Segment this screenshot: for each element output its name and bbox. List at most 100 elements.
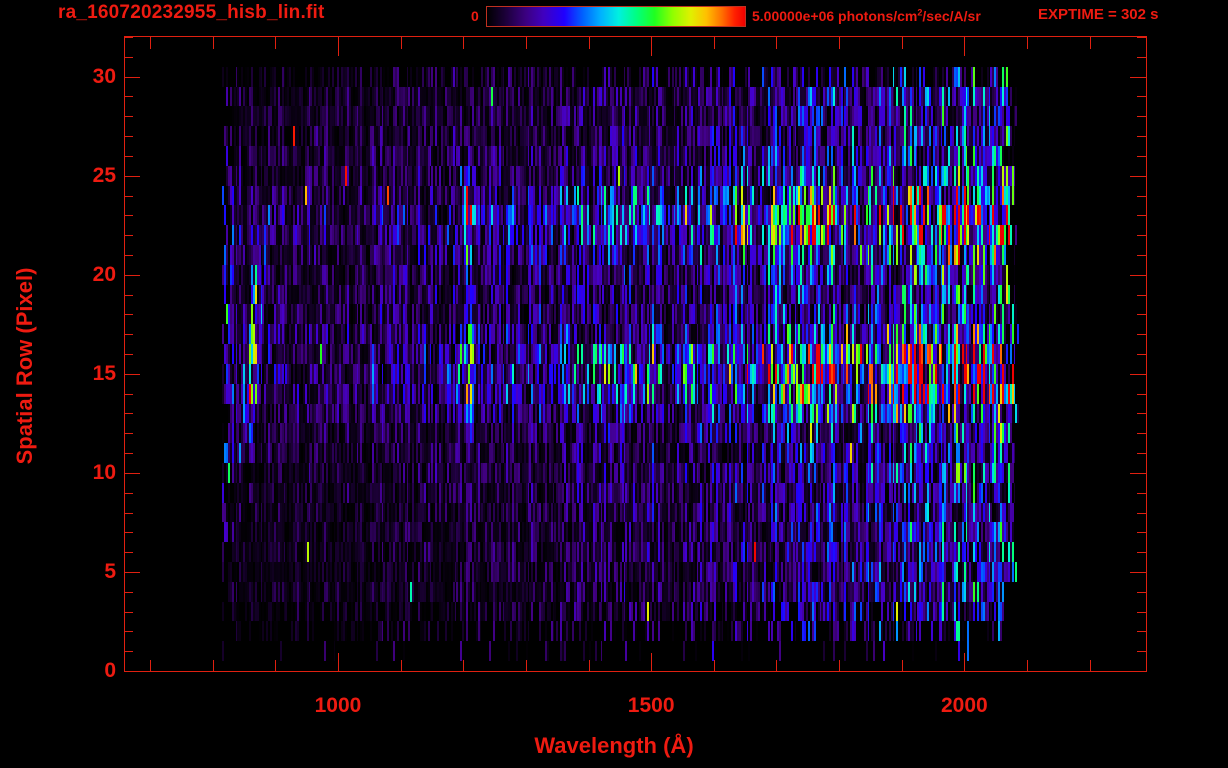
y-tick-right [1137, 215, 1146, 216]
y-tick-right [1137, 592, 1146, 593]
y-tick [124, 374, 140, 375]
x-tick [1090, 660, 1091, 672]
x-tick-top [213, 37, 214, 49]
colorbar-max-value: 5.00000e+06 [752, 8, 835, 24]
colorbar-units-post: /sec/A/sr [922, 8, 981, 24]
x-tick [651, 653, 652, 672]
y-tick [124, 156, 133, 157]
y-tick [124, 493, 133, 494]
y-axis-tick-labels: 0 5 10 15 20 25 30 [56, 0, 116, 768]
y-tick [124, 334, 133, 335]
y-tick [124, 176, 140, 177]
x-tick [589, 660, 590, 672]
x-tick [902, 660, 903, 672]
x-tick-top [651, 37, 652, 56]
y-tick-right [1137, 116, 1146, 117]
x-tick [526, 660, 527, 672]
x-tick-top [338, 37, 339, 56]
y-tick-right [1137, 255, 1146, 256]
y-tick-right [1130, 671, 1146, 672]
x-axis-title: Wavelength (Å) [534, 733, 694, 758]
y-tick-right [1137, 513, 1146, 514]
y-tick-right [1137, 394, 1146, 395]
x-tick [338, 653, 339, 672]
colorbar-max-label: 5.00000e+06 photons/cm2/sec/A/sr [752, 8, 981, 24]
x-tick-top [401, 37, 402, 49]
x-tick-top [964, 37, 965, 56]
page-title: ra_160720232955_hisb_lin.fit [58, 2, 325, 23]
y-tick-right [1137, 235, 1146, 236]
y-tick-right [1137, 631, 1146, 632]
y-tick-right [1130, 473, 1146, 474]
x-tick [463, 660, 464, 672]
x-tick-label: 1000 [314, 694, 362, 717]
y-tick-right [1137, 651, 1146, 652]
x-tick-top [714, 37, 715, 49]
colorbar [486, 6, 746, 27]
y-tick-right [1137, 354, 1146, 355]
y-tick-right [1130, 77, 1146, 78]
y-tick [124, 37, 133, 38]
y-tick [124, 413, 133, 414]
y-tick [124, 116, 133, 117]
y-tick-label: 5 [104, 559, 116, 583]
y-tick [124, 314, 133, 315]
y-tick-right [1137, 196, 1146, 197]
x-tick-label: 1500 [627, 694, 675, 717]
y-tick-label: 30 [92, 64, 116, 88]
y-tick [124, 275, 140, 276]
colorbar-units-pre: photons/cm [838, 8, 918, 24]
x-tick-top [839, 37, 840, 49]
y-tick [124, 612, 133, 613]
y-tick [124, 57, 133, 58]
x-tick [150, 660, 151, 672]
y-tick-right [1137, 37, 1146, 38]
spectrogram-image [125, 37, 1146, 671]
y-tick-label: 25 [92, 163, 116, 187]
y-tick-right [1137, 136, 1146, 137]
x-tick-top [463, 37, 464, 49]
y-tick-right [1137, 552, 1146, 553]
y-tick-right [1137, 612, 1146, 613]
y-tick-right [1137, 532, 1146, 533]
plot-frame [124, 36, 1147, 672]
x-tick [1027, 660, 1028, 672]
y-tick-right [1130, 176, 1146, 177]
x-tick-top [150, 37, 151, 49]
x-tick [964, 653, 965, 672]
y-tick-right [1137, 453, 1146, 454]
x-tick-top [776, 37, 777, 49]
y-tick [124, 631, 133, 632]
plot-area [125, 37, 1146, 671]
exptime-label: EXPTIME = 302 s [1038, 6, 1159, 23]
y-tick [124, 671, 140, 672]
y-tick [124, 433, 133, 434]
x-tick [213, 660, 214, 672]
y-tick [124, 255, 133, 256]
x-tick-top [526, 37, 527, 49]
y-tick [124, 136, 133, 137]
y-tick-right [1130, 572, 1146, 573]
y-tick [124, 453, 133, 454]
x-tick [401, 660, 402, 672]
y-tick-label: 20 [92, 262, 116, 286]
y-tick-right [1137, 96, 1146, 97]
y-tick [124, 354, 133, 355]
y-tick [124, 513, 133, 514]
y-tick-right [1137, 156, 1146, 157]
colorbar-gradient [487, 7, 745, 26]
y-tick-right [1130, 374, 1146, 375]
y-tick [124, 552, 133, 553]
colorbar-min-label: 0 [471, 8, 479, 24]
x-tick [776, 660, 777, 672]
y-tick [124, 196, 133, 197]
y-tick [124, 592, 133, 593]
y-tick [124, 572, 140, 573]
x-tick [839, 660, 840, 672]
y-tick-right [1137, 57, 1146, 58]
y-tick [124, 77, 140, 78]
y-tick [124, 215, 133, 216]
x-tick [275, 660, 276, 672]
y-tick [124, 473, 140, 474]
